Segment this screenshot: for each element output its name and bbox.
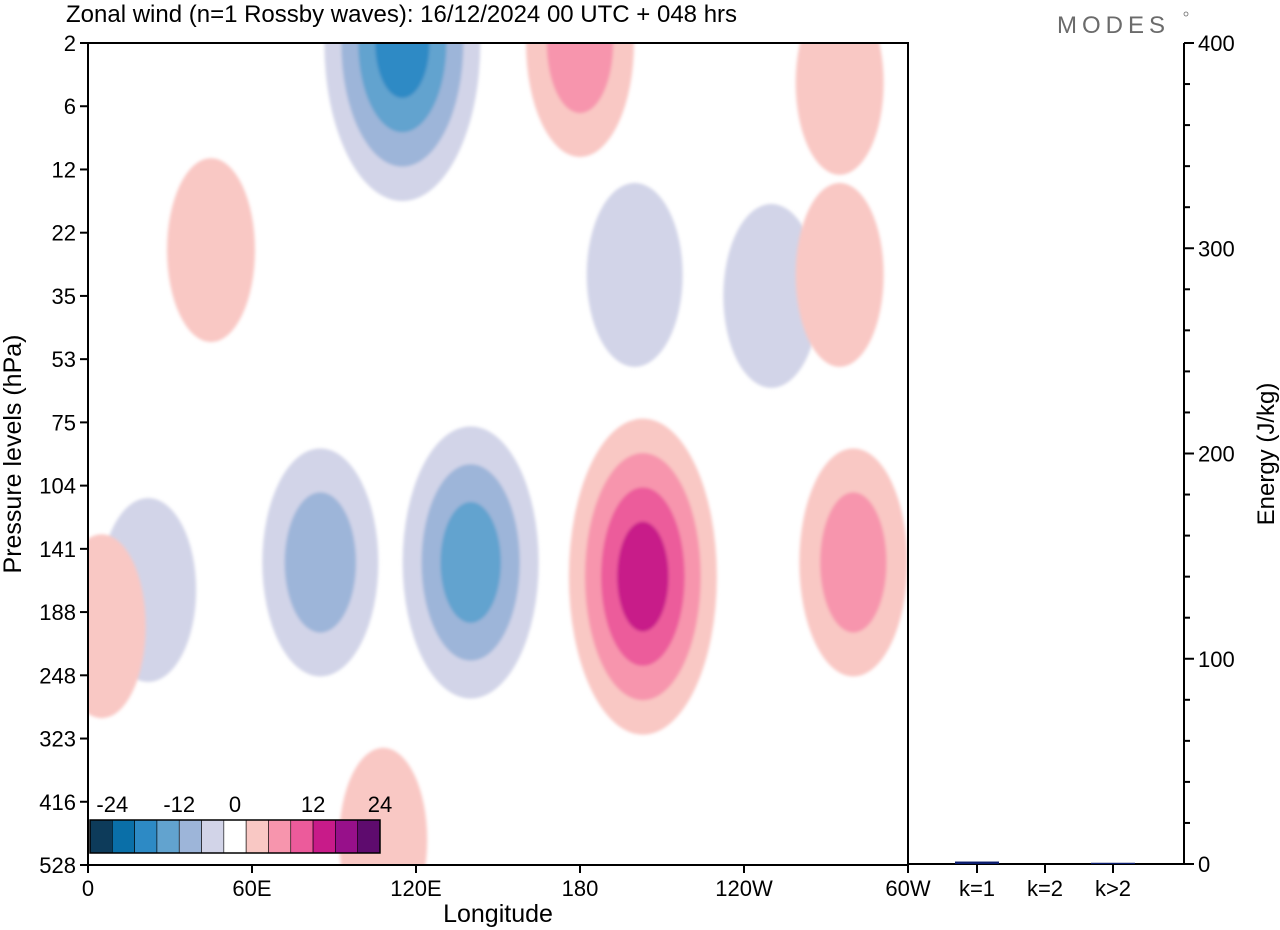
energy-category-label: k=2 (1027, 876, 1063, 901)
longitude-axis: 0 60E 120E 180 120W 60W (82, 865, 931, 901)
easterly-anomaly (586, 182, 683, 367)
longitude-tick-label: 120W (715, 876, 773, 901)
contour-shell (167, 158, 255, 343)
contour-layer (88, 43, 908, 865)
easterly-anomaly (723, 203, 820, 388)
pressure-tick-label: 248 (39, 663, 76, 688)
colorbar-swatch (357, 819, 381, 854)
colorbar-swatch (178, 819, 202, 854)
westerly-anomaly (795, 182, 884, 367)
pressure-tick-label: 75 (52, 410, 76, 435)
westerly-anomaly (568, 418, 717, 735)
pressure-tick-label: 53 (52, 347, 76, 372)
westerly-anomaly (167, 158, 255, 343)
contour-shell (88, 534, 146, 719)
contour-shell (375, 43, 430, 98)
pressure-tick-label: 6 (64, 94, 76, 119)
pressure-tick-label: 2 (64, 31, 76, 56)
longitude-tick-label: 0 (82, 876, 94, 901)
colorbar-swatch (290, 819, 314, 854)
colorbar-label: -24 (96, 792, 128, 817)
contour-shell (586, 182, 683, 367)
colorbar-frame (89, 819, 381, 854)
energy-axis-label: Energy (J/kg) (1253, 383, 1280, 526)
contour-panel: 2 6 12 22 35 53 75 104 141 188 248 323 416 528 0 60E 12… (0, 31, 931, 928)
pressure-tick-label: 141 (39, 537, 76, 562)
pressure-tick-label: 416 (39, 790, 76, 815)
colorbar-label: -12 (163, 792, 195, 817)
energy-tick-label: 400 (1198, 31, 1235, 56)
colorbar-swatch (201, 819, 225, 854)
pressure-axis: 2 6 12 22 35 53 75 104 141 188 248 323 416 528 (39, 31, 88, 878)
longitude-tick-label: 60E (232, 876, 271, 901)
westerly-anomaly (795, 43, 884, 175)
energy-categories: k=1 k=2 k>2 (959, 865, 1131, 901)
easterly-anomaly (402, 426, 539, 699)
energy-axis: 0 100 200 300 400 (1184, 31, 1235, 877)
energy-tick-label: 300 (1198, 236, 1235, 261)
colorbar-swatches (89, 819, 381, 854)
westerly-anomaly (88, 534, 146, 719)
energy-category-label: k>2 (1095, 876, 1131, 901)
colorbar-swatch (134, 819, 158, 854)
longitude-tick-label: 120E (390, 876, 441, 901)
colorbar-label: 12 (301, 792, 325, 817)
contour-shell (440, 502, 501, 623)
energy-tick-label: 100 (1198, 647, 1235, 672)
energy-bars (955, 861, 1135, 864)
westerly-anomaly (526, 43, 634, 157)
contour-shell (546, 43, 614, 114)
pressure-tick-label: 323 (39, 727, 76, 752)
copyright-mark (1183, 11, 1189, 17)
energy-bar (1091, 862, 1135, 864)
contour-shell (723, 203, 820, 388)
colorbar-swatch (312, 819, 336, 854)
pressure-tick-label: 12 (52, 157, 76, 182)
contour-shell (284, 492, 357, 633)
energy-tick-label: 0 (1198, 852, 1210, 877)
easterly-anomaly (262, 448, 379, 677)
pressure-tick-label: 104 (39, 474, 76, 499)
contour-shell (795, 43, 884, 175)
energy-bar (955, 861, 999, 864)
colorbar-labels: -24 -12 0 12 24 (96, 792, 392, 817)
pressure-tick-label: 188 (39, 600, 76, 625)
x-axis-label: Longitude (443, 900, 553, 928)
energy-category-label: k=1 (959, 876, 995, 901)
colorbar-swatch (112, 819, 135, 854)
contour-shell (617, 521, 669, 632)
colorbar: -24 -12 0 12 24 (89, 792, 392, 854)
pressure-tick-label: 35 (52, 284, 76, 309)
y-axis-label: Pressure levels (hPa) (0, 335, 27, 574)
longitude-tick-label: 180 (562, 876, 599, 901)
westerly-anomaly (799, 448, 908, 677)
colorbar-label: 24 (368, 792, 392, 817)
easterly-anomaly (324, 43, 481, 201)
contour-shell (820, 492, 887, 633)
pressure-tick-label: 22 (52, 221, 76, 246)
colorbar-label: 0 (229, 792, 241, 817)
colorbar-swatch (245, 819, 269, 854)
energy-tick-label: 200 (1198, 442, 1235, 467)
colorbar-swatch (335, 819, 358, 854)
contour-shell (795, 182, 884, 367)
modes-logo: MODES (1057, 12, 1170, 39)
chart-title: Zonal wind (n=1 Rossby waves): 16/12/202… (66, 1, 737, 28)
colorbar-swatch (223, 819, 247, 854)
colorbar-swatch (156, 819, 180, 854)
colorbar-swatch (89, 819, 113, 854)
colorbar-swatch (268, 819, 292, 854)
energy-panel: 0 100 200 300 400 k=1 k=2 k>2 Energy (J/kg) (908, 31, 1280, 901)
pressure-tick-label: 528 (39, 853, 76, 878)
longitude-tick-label: 60W (885, 876, 930, 901)
contour-frame (87, 42, 909, 866)
